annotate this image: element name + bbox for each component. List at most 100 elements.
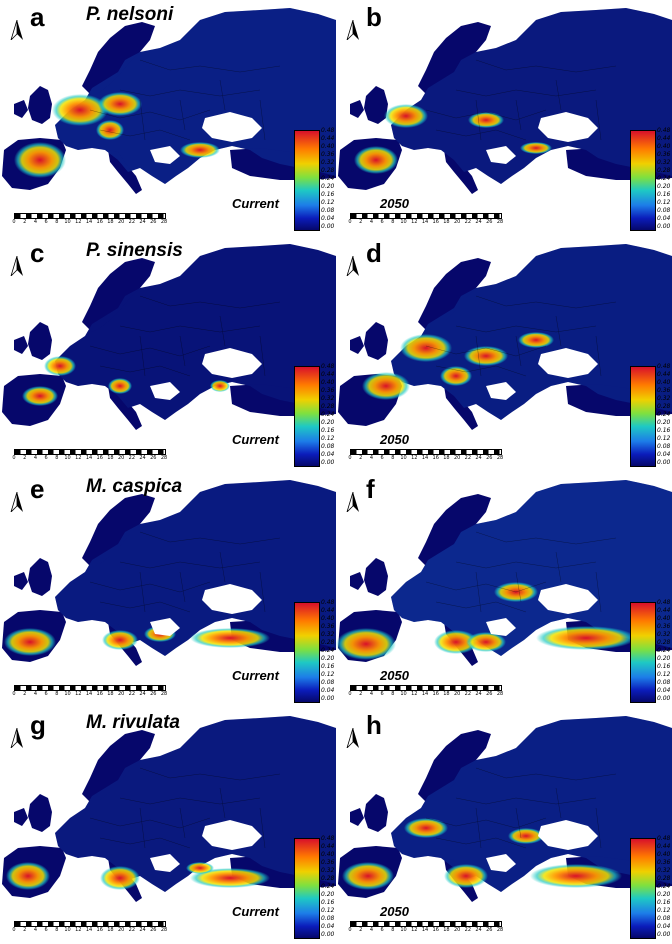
country-border [475, 787, 602, 849]
legend-tick-label: 0.32 [657, 159, 671, 166]
sea-area [538, 820, 598, 850]
scale-tick-label: 20 [117, 927, 125, 933]
scale-tick-label: 14 [421, 927, 429, 933]
legend-tick-label: 0.20 [321, 655, 335, 662]
legend-tick-label: 0.44 [321, 607, 335, 614]
scale-tick-label: 12 [75, 219, 82, 225]
scale-tick-label: 22 [464, 219, 472, 225]
scale-tick-label: 16 [432, 691, 439, 697]
scale-tick-label: 20 [453, 927, 461, 933]
scale-tick-label: 16 [96, 219, 103, 225]
suitability-hotspot [22, 386, 58, 406]
land-area [444, 386, 478, 430]
map-panel: a P. nelsoni Current 0.48 0.44 0.40 0.36 0.3… [0, 0, 336, 236]
legend-tick-label: 0.24 [657, 411, 671, 418]
legend-tick-label: 0.12 [321, 907, 335, 914]
legend-tick-label: 0.40 [657, 615, 671, 622]
north-arrow-icon [346, 256, 359, 276]
legend-tick-label: 0.36 [657, 859, 671, 866]
country-border [475, 767, 617, 781]
sea-area [538, 584, 598, 614]
suitability-hotspot [354, 146, 398, 174]
scale-tick-label: 6 [380, 691, 384, 697]
legend-color-bar [630, 602, 656, 703]
scale-tick-label: 18 [443, 219, 450, 225]
suitability-legend: 0.48 0.44 0.40 0.36 0.32 0.28 0.24 0.20 0.16 0.12… [294, 836, 334, 940]
scale-tick-label: 26 [150, 927, 157, 933]
suitability-hotspot [14, 142, 66, 178]
legend-tick-label: 0.00 [657, 695, 671, 702]
scale-tick-label: 24 [139, 927, 146, 933]
legend-tick-label: 0.24 [657, 883, 671, 890]
suitability-hotspot [530, 864, 622, 888]
legend-color-bar [630, 838, 656, 939]
legend-tick-label: 0.48 [321, 127, 335, 134]
legend-tick-label: 0.04 [657, 923, 671, 930]
land-area [14, 100, 28, 118]
suitability-hotspot [518, 332, 554, 348]
suitability-hotspot [100, 866, 140, 890]
land-area [391, 716, 672, 892]
scale-tick-label: 22 [128, 455, 136, 461]
land-area [108, 386, 142, 430]
scale-tick-label: 12 [75, 927, 82, 933]
suitability-hotspot [96, 120, 124, 140]
legend-tick-label: 0.00 [321, 695, 335, 702]
legend-tick-label: 0.16 [321, 191, 335, 198]
scale-bar-graphic [350, 685, 502, 691]
suitability-wash [55, 480, 336, 656]
suitability-hotspot [52, 94, 108, 126]
legend-tick-label: 0.00 [657, 459, 671, 466]
legend-tick-label: 0.28 [321, 167, 335, 174]
suitability-hotspot [384, 104, 428, 128]
suitability-hotspot [102, 630, 138, 650]
legend-tick-label: 0.04 [657, 687, 671, 694]
suitability-hotspot [362, 372, 410, 400]
scale-bar: 0 2 4 6 8 10 12 14 16 18 20 22 24 26 28 [348, 685, 503, 701]
scale-bar: 0 2 4 6 8 10 12 14 16 18 20 22 24 26 28 [12, 685, 167, 701]
suitability-hotspot [180, 142, 220, 158]
legend-tick-label: 0.16 [657, 427, 671, 434]
north-arrow-icon [10, 728, 23, 748]
legend-tick-label: 0.20 [657, 183, 671, 190]
scale-tick-label: 24 [139, 691, 146, 697]
europe-map [2, 480, 336, 666]
north-arrow-icon [10, 20, 23, 40]
legend-tick-label: 0.40 [657, 379, 671, 386]
country-border [475, 531, 617, 545]
sea-area [202, 584, 262, 614]
legend-tick-label: 0.44 [657, 843, 671, 850]
suitability-hotspot [444, 864, 488, 888]
panel-letter: c [30, 238, 45, 268]
suitability-hotspot [536, 626, 636, 650]
scale-tick-label: 14 [421, 219, 429, 225]
scale-tick-label: 22 [128, 691, 136, 697]
legend-tick-label: 0.32 [321, 159, 335, 166]
suitability-legend: 0.48 0.44 0.40 0.36 0.32 0.28 0.24 0.20 0.16 0.12… [630, 128, 670, 232]
suitability-legend: 0.48 0.44 0.40 0.36 0.32 0.28 0.24 0.20 0.16 0.12… [294, 128, 334, 232]
scale-tick-label: 22 [128, 219, 136, 225]
species-name: P. nelsoni [86, 4, 174, 25]
scale-tick-label: 16 [432, 927, 439, 933]
scale-tick-label: 6 [380, 927, 384, 933]
scale-bar-graphic [14, 449, 166, 455]
land-area [82, 494, 155, 568]
legend-tick-label: 0.20 [657, 419, 671, 426]
legend-tick-label: 0.00 [321, 459, 335, 466]
suitability-hotspot [342, 862, 394, 890]
land-area [82, 22, 155, 96]
land-area [350, 100, 364, 118]
scale-tick-label: 16 [96, 927, 103, 933]
legend-tick-label: 0.36 [657, 387, 671, 394]
suitability-hotspot [190, 868, 270, 888]
suitability-wash [391, 480, 672, 656]
suitability-legend: 0.48 0.44 0.40 0.36 0.32 0.28 0.24 0.20 0.16 0.12… [630, 600, 670, 704]
panel-letter: a [30, 2, 45, 32]
suitability-hotspot [520, 142, 552, 154]
north-arrow-icon [10, 492, 23, 512]
legend-tick-label: 0.44 [657, 135, 671, 142]
country-border [89, 109, 211, 121]
scale-tick-label: 14 [85, 927, 93, 933]
time-period-label: 2050 [380, 432, 409, 447]
